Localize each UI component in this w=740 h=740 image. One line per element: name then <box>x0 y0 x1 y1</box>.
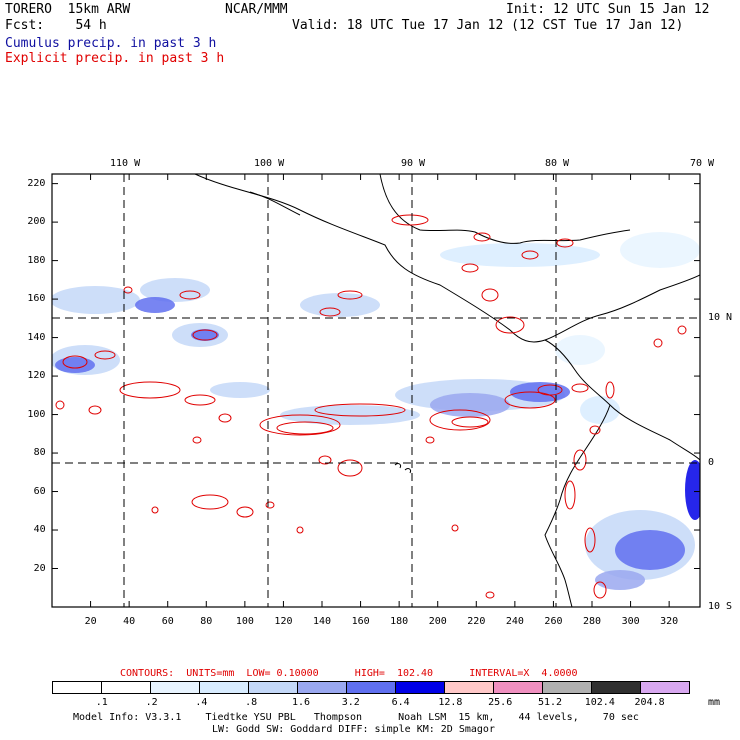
color-scale-label: 102.4 <box>584 697 615 708</box>
lon-label-110w: 110 W <box>110 158 141 169</box>
lon-label-80w: 80 W <box>545 158 570 169</box>
color-scale-swatch <box>101 681 151 694</box>
y-tick-label: 20 <box>33 562 46 574</box>
color-scale-label: .2 <box>145 697 158 708</box>
y-tick-label: 160 <box>27 293 46 305</box>
color-scale-label: 12.8 <box>438 697 463 708</box>
lon-label-90w: 90 W <box>401 158 426 169</box>
color-scale-swatch <box>395 681 445 694</box>
y-tick-label: 120 <box>27 370 46 382</box>
color-scale-label: 204.8 <box>634 697 665 708</box>
color-scale-swatch <box>248 681 298 694</box>
color-scale-swatch <box>493 681 543 694</box>
explicit-precip-contours <box>55 214 687 599</box>
color-scale-swatch <box>52 681 102 694</box>
x-tick-label: 240 <box>505 616 524 627</box>
lon-label-100w: 100 W <box>254 158 285 169</box>
axis-ticks <box>52 174 700 607</box>
color-scale-swatch <box>346 681 396 694</box>
x-tick-label: 80 <box>200 616 213 627</box>
color-scale-label: 3.2 <box>341 697 360 708</box>
model-physics: LW: Godd SW: Goddard DIFF: simple KM: 2D… <box>212 724 495 735</box>
color-scale-label: .4 <box>195 697 208 708</box>
color-scale-swatch <box>297 681 347 694</box>
y-tick-label: 180 <box>27 254 46 266</box>
x-tick-label: 40 <box>123 616 136 627</box>
y-tick-label: 200 <box>27 216 46 228</box>
explicit-legend-line: Explicit precip. in past 3 h <box>5 51 225 66</box>
cumulus-legend-line: Cumulus precip. in past 3 h <box>5 36 217 51</box>
forecast-hour: Fcst: 54 h <box>5 18 107 33</box>
color-scale-units: mm <box>708 697 721 708</box>
model-info: Model Info: V3.3.1 Tiedtke YSU PBL Thomp… <box>73 712 639 723</box>
x-tick-label: 120 <box>274 616 293 627</box>
x-tick-label: 180 <box>390 616 409 627</box>
x-tick-label: 300 <box>621 616 640 627</box>
init-time: Init: 12 UTC Sun 15 Jan 12 <box>506 2 710 17</box>
color-scale-label: 6.4 <box>391 697 410 708</box>
color-scale-label: 25.6 <box>488 697 513 708</box>
lon-label-70w: 70 W <box>690 158 715 169</box>
contours-info: CONTOURS: UNITS=mm LOW= 0.10000 HIGH= 10… <box>120 668 578 679</box>
y-tick-label: 80 <box>33 447 46 459</box>
x-tick-label: 100 <box>235 616 254 627</box>
lat-label-10n: 10 N <box>708 312 733 323</box>
lat-label-0: 0 <box>708 457 715 468</box>
x-tick-label: 140 <box>313 616 332 627</box>
color-scale-label: 1.6 <box>291 697 311 708</box>
x-tick-label: 280 <box>583 616 602 627</box>
y-tick-label: 140 <box>27 331 46 343</box>
color-scale-swatch <box>542 681 592 694</box>
x-tick-label: 60 <box>161 616 174 627</box>
color-scale-swatch <box>640 681 690 694</box>
coastlines <box>194 174 700 607</box>
color-scale-label: .1 <box>95 697 108 708</box>
color-scale-swatch <box>150 681 200 694</box>
organization: NCAR/MMM <box>225 2 288 17</box>
color-scale <box>52 681 690 694</box>
cumulus-precip-shading <box>52 232 700 590</box>
model-title: TORERO 15km ARW <box>5 2 131 17</box>
x-tick-label: 200 <box>428 616 447 627</box>
color-scale-swatch <box>199 681 249 694</box>
color-scale-label: .8 <box>245 697 258 708</box>
x-tick-label: 160 <box>351 616 370 627</box>
y-tick-label: 220 <box>27 177 46 189</box>
y-tick-label: 60 <box>33 485 46 497</box>
color-scale-swatch <box>591 681 641 694</box>
color-scale-label: 51.2 <box>537 697 563 708</box>
y-tick-label: 100 <box>27 408 46 420</box>
color-scale-swatch <box>444 681 494 694</box>
y-tick-label: 40 <box>33 524 46 536</box>
x-tick-label: 320 <box>660 616 679 627</box>
x-tick-label: 20 <box>84 616 97 627</box>
lat-label-10s: 10 S <box>708 601 733 612</box>
map-frame <box>51 173 701 608</box>
valid-time: Valid: 18 UTC Tue 17 Jan 12 (12 CST Tue … <box>292 18 684 33</box>
lat-lon-grid <box>52 174 700 607</box>
x-tick-label: 220 <box>467 616 486 627</box>
x-tick-label: 260 <box>544 616 563 627</box>
